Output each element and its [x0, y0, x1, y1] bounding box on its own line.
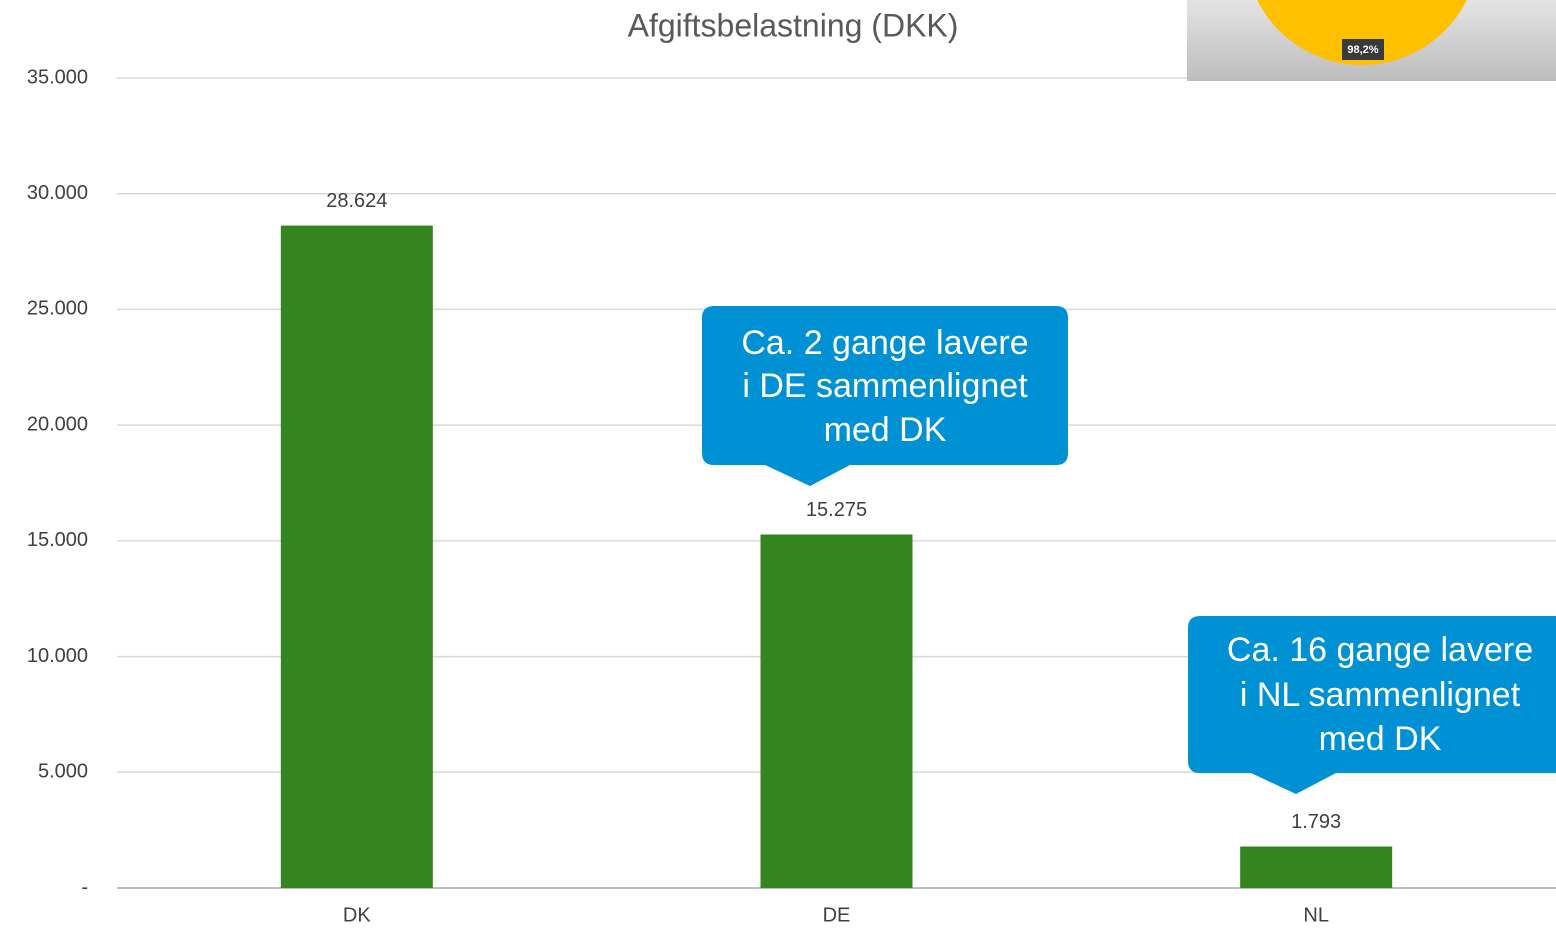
bar: [280, 225, 433, 889]
inset: 98,2%: [1187, 0, 1556, 81]
inset-label-box: [1342, 39, 1384, 60]
callout: Ca. 16 gange lavere i NL sammenlignet me…: [1188, 616, 1556, 794]
callout-shape: [1188, 616, 1556, 794]
callout-text: i DE sammenlignet: [742, 367, 1028, 405]
x-tick-label: NL: [1303, 904, 1329, 926]
y-tick-label: -: [81, 876, 88, 898]
callout-text: Ca. 16 gange lavere: [1227, 631, 1533, 669]
callout: Ca. 2 gange lavere i DE sammenlignet med…: [702, 306, 1068, 486]
inset-label: 98,2%: [1347, 44, 1378, 56]
callout-shape: [702, 306, 1068, 486]
y-tick-label: 25.000: [27, 298, 88, 320]
y-tick-label: 5.000: [38, 761, 88, 783]
bar: [1240, 846, 1393, 888]
callout-text: med DK: [1319, 720, 1442, 758]
y-tick-label: 10.000: [27, 645, 88, 667]
y-tick-label: 30.000: [27, 182, 88, 204]
y-tick-label: 20.000: [27, 413, 88, 435]
x-tick-label: DE: [823, 904, 851, 926]
data-label: 1.793: [1291, 811, 1341, 833]
y-tick-label: 35.000: [27, 66, 88, 88]
bar: [760, 534, 913, 888]
data-label: 28.624: [326, 190, 387, 212]
bars: [280, 225, 1393, 889]
chart-title: Afgiftsbelastning (DKK): [628, 7, 959, 43]
y-tick-label: 15.000: [27, 529, 88, 551]
x-tick-label: DK: [343, 904, 371, 926]
inset-pie: [1257, 0, 1467, 65]
callout-text: Ca. 2 gange lavere: [741, 324, 1028, 362]
data-label: 15.275: [806, 499, 867, 521]
callout-text: i NL sammenlignet: [1240, 676, 1521, 714]
callout-text: med DK: [824, 411, 947, 449]
